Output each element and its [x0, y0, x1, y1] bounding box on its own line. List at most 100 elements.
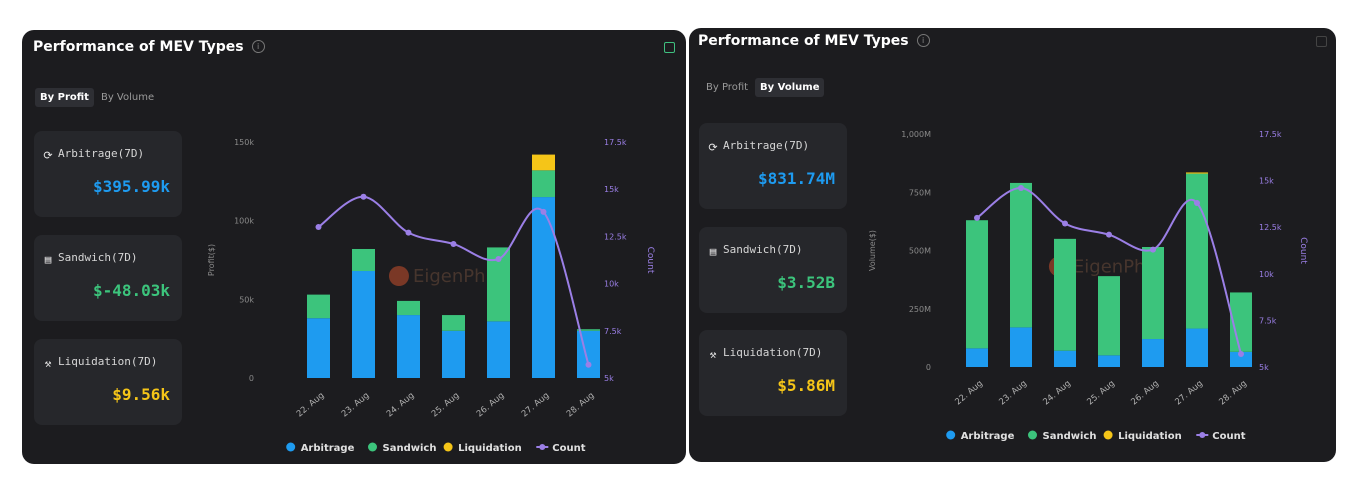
bar-arbitrage[interactable]: [1054, 350, 1076, 367]
y-tick-label: 1,000M: [901, 130, 931, 139]
count-point[interactable]: [585, 361, 592, 368]
arbitrage-label-text: Arbitrage(7D): [58, 147, 145, 160]
y2-tick-label: 12.5k: [604, 232, 627, 241]
tab-by-profit[interactable]: By Profit: [35, 88, 94, 107]
liquidation-icon: ⚒: [44, 357, 52, 370]
watermark: EigenPhi: [388, 266, 491, 287]
arbitrage-card: ⟳ Arbitrage(7D) $831.74M: [699, 123, 847, 209]
bar-liquidation[interactable]: [1186, 172, 1208, 174]
y-tick-label: 750M: [909, 188, 931, 197]
bar-arbitrage[interactable]: [1098, 355, 1120, 367]
legend-item-liquidation[interactable]: Liquidation: [443, 442, 522, 455]
legend-label: Count: [1212, 431, 1245, 442]
legend-item-count[interactable]: Count: [536, 443, 586, 454]
bar-sandwich[interactable]: [1098, 276, 1120, 356]
liquidation-label-text: Liquidation(7D): [58, 355, 158, 368]
y-axis-title: Volume($): [868, 230, 877, 271]
watermark-text: EigenPhi: [1073, 257, 1151, 278]
bar-arbitrage[interactable]: [442, 330, 465, 378]
y2-tick-label: 12.5k: [1259, 223, 1282, 232]
count-point[interactable]: [360, 193, 367, 200]
bar-arbitrage[interactable]: [397, 315, 420, 378]
sandwich-label-text: Sandwich(7D): [723, 243, 803, 256]
info-icon[interactable]: i: [916, 34, 930, 47]
liquidation-icon: ⚒: [709, 348, 717, 361]
panel-title: Performance of MEV Types i: [698, 33, 930, 49]
bar-sandwich[interactable]: [1230, 292, 1252, 352]
bar-sandwich[interactable]: [442, 315, 465, 331]
bar-sandwich[interactable]: [532, 170, 555, 198]
y-axis-title: Profit($): [207, 244, 216, 276]
sandwich-card: ▤ Sandwich(7D) $-48.03k: [34, 235, 182, 321]
sandwich-value: $3.52B: [777, 273, 835, 292]
count-point[interactable]: [974, 214, 980, 221]
expand-icon[interactable]: [1316, 36, 1327, 47]
bar-arbitrage[interactable]: [487, 321, 510, 378]
liquidation-card: ⚒ Liquidation(7D) $9.56k: [34, 339, 182, 425]
bar-sandwich[interactable]: [1142, 247, 1164, 340]
x-tick-label: 27. Aug: [1173, 379, 1205, 408]
y-tick-label: 0: [249, 374, 254, 383]
bar-sandwich[interactable]: [577, 329, 600, 331]
liquidation-card: ⚒ Liquidation(7D) $5.86M: [699, 330, 847, 416]
info-icon[interactable]: i: [251, 40, 265, 53]
bar-sandwich[interactable]: [1010, 182, 1032, 328]
count-point[interactable]: [450, 240, 457, 247]
y2-tick-label: 15k: [604, 185, 619, 194]
bar-arbitrage[interactable]: [307, 318, 330, 378]
count-point[interactable]: [1238, 350, 1244, 357]
sandwich-icon: ▤: [44, 253, 52, 266]
bar-arbitrage[interactable]: [352, 271, 375, 378]
count-point[interactable]: [1062, 220, 1068, 227]
count-point[interactable]: [1150, 246, 1156, 253]
count-point[interactable]: [495, 256, 502, 263]
bar-sandwich[interactable]: [307, 294, 330, 319]
panel-title: Performance of MEV Types i: [33, 39, 265, 55]
bar-sandwich[interactable]: [1054, 238, 1076, 351]
bar-arbitrage[interactable]: [532, 197, 555, 378]
bar-arbitrage[interactable]: [577, 330, 600, 378]
mev-profit-chart: 0 50k 100k 150k 5k 7.5k 10k 12.5k 15k 17.5k Profit…: [207, 138, 655, 455]
legend-item-sandwich[interactable]: Sandwich: [1028, 430, 1096, 443]
bar-arbitrage[interactable]: [1142, 339, 1164, 367]
count-point[interactable]: [405, 229, 412, 236]
expand-icon[interactable]: [664, 42, 675, 53]
tab-by-volume[interactable]: By Volume: [755, 78, 825, 97]
x-tick-label: 22. Aug: [953, 379, 985, 408]
tab-by-profit[interactable]: By Profit: [706, 82, 749, 93]
legend-label: Arbitrage: [961, 431, 1015, 442]
bar-sandwich[interactable]: [1186, 173, 1208, 329]
y-tick-label: 500M: [909, 247, 931, 256]
legend-dot-icon: [539, 444, 546, 450]
y-tick-label: 250M: [909, 305, 931, 314]
bar-arbitrage[interactable]: [966, 348, 988, 367]
bar-sandwich[interactable]: [352, 248, 375, 272]
legend-item-count[interactable]: Count: [1196, 431, 1246, 442]
bar-liquidation[interactable]: [532, 154, 555, 171]
count-point[interactable]: [315, 223, 322, 230]
legend-label: Arbitrage: [301, 443, 355, 454]
bar-arbitrage[interactable]: [1230, 351, 1252, 367]
liquidation-value: $5.86M: [777, 376, 835, 395]
legend-item-liquidation[interactable]: Liquidation: [1103, 430, 1182, 443]
x-tick-label: 22. Aug: [295, 391, 327, 420]
legend-item-sandwich[interactable]: Sandwich: [368, 442, 436, 455]
legend-item-arbitrage[interactable]: Arbitrage: [286, 442, 355, 455]
y-tick-label: 0: [926, 363, 931, 372]
count-point[interactable]: [1106, 231, 1112, 238]
bar-sandwich[interactable]: [966, 220, 988, 349]
bar-sandwich[interactable]: [397, 300, 420, 316]
profit-volume-toggle: By Profit By Volume: [701, 78, 825, 97]
legend-dot-icon: [1103, 430, 1113, 440]
x-tick-label: 27. Aug: [520, 391, 552, 420]
count-point[interactable]: [540, 208, 547, 215]
bar-sandwich[interactable]: [487, 247, 510, 322]
y2-tick-label: 15k: [1259, 177, 1274, 186]
y-tick-label: 150k: [234, 138, 254, 147]
count-point[interactable]: [1194, 199, 1200, 206]
tab-by-volume[interactable]: By Volume: [100, 92, 155, 103]
bar-arbitrage[interactable]: [1010, 327, 1032, 367]
count-point[interactable]: [1018, 185, 1024, 192]
legend-item-arbitrage[interactable]: Arbitrage: [946, 430, 1015, 443]
bar-arbitrage[interactable]: [1186, 328, 1208, 367]
